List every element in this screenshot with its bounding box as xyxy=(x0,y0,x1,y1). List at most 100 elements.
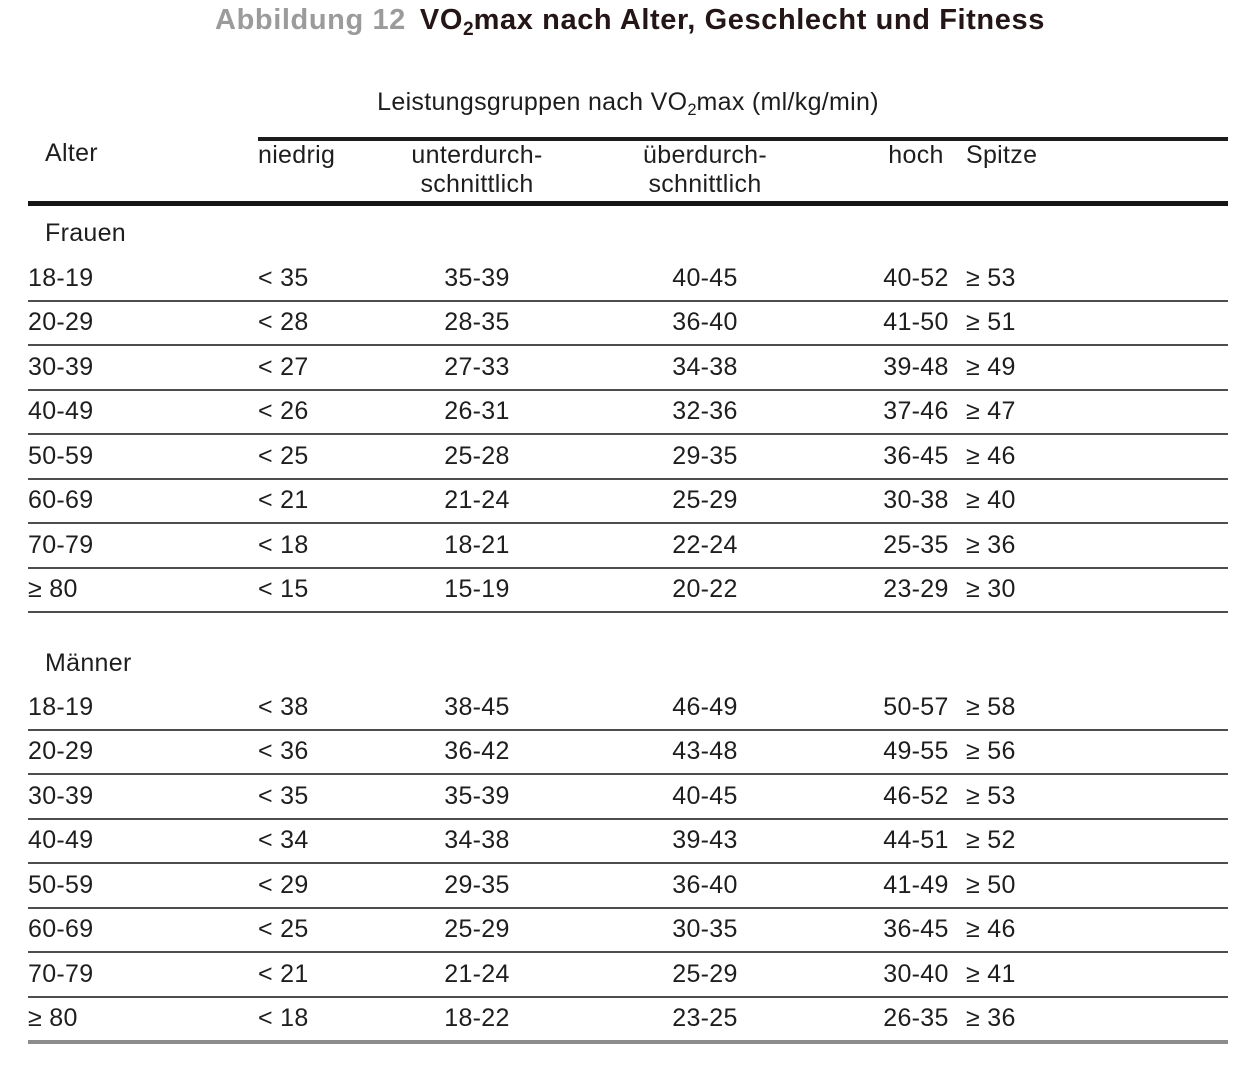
section-label-row-maenner: Männer xyxy=(28,612,1228,686)
value-cell: < 34 xyxy=(258,818,410,864)
column-header-niedrig: niedrig xyxy=(258,137,410,206)
value-cell: 36-40 xyxy=(544,863,866,909)
table-header: Alter niedrig unterdurch- schnittlich üb… xyxy=(28,137,1228,206)
column-header-unterdurchschnittlich: unterdurch- schnittlich xyxy=(410,137,544,206)
value-cell: 36-45 xyxy=(866,434,966,480)
value-cell: < 36 xyxy=(258,729,410,775)
value-cell: 40-45 xyxy=(544,257,866,302)
table-row: 50-59 < 29 29-35 36-40 41-49 ≥ 50 xyxy=(28,863,1228,909)
value-cell: ≥ 30 xyxy=(966,567,1228,613)
value-cell: < 25 xyxy=(258,907,410,953)
value-cell: < 18 xyxy=(258,996,410,1044)
value-cell: 20-22 xyxy=(544,567,866,613)
age-cell: 70-79 xyxy=(28,952,258,998)
value-cell: < 21 xyxy=(258,952,410,998)
value-cell: < 38 xyxy=(258,686,410,731)
table-row: 50-59 < 25 25-28 29-35 36-45 ≥ 46 xyxy=(28,434,1228,480)
value-cell: < 25 xyxy=(258,434,410,480)
value-cell: 50-57 xyxy=(866,686,966,731)
table-row: 30-39 < 35 35-39 40-45 46-52 ≥ 53 xyxy=(28,774,1228,820)
table-row: 60-69 < 21 21-24 25-29 30-38 ≥ 40 xyxy=(28,478,1228,524)
subtitle-vo2-subscript: 2 xyxy=(687,100,697,119)
age-cell: 60-69 xyxy=(28,907,258,953)
value-cell: 29-35 xyxy=(544,434,866,480)
value-cell: < 27 xyxy=(258,345,410,391)
age-cell: 70-79 xyxy=(28,523,258,569)
table-row: 70-79 < 18 18-21 22-24 25-35 ≥ 36 xyxy=(28,523,1228,569)
value-cell: 30-40 xyxy=(866,952,966,998)
value-cell: 36-42 xyxy=(410,729,544,775)
section-label: Männer xyxy=(45,649,132,677)
section-label: Frauen xyxy=(45,219,127,247)
value-cell: ≥ 41 xyxy=(966,952,1228,998)
value-cell: ≥ 36 xyxy=(966,523,1228,569)
table-row: ≥ 80 < 18 18-22 23-25 26-35 ≥ 36 xyxy=(28,996,1228,1044)
value-cell: 46-52 xyxy=(866,774,966,820)
value-cell: 18-22 xyxy=(410,996,544,1044)
table-row: 70-79 < 21 21-24 25-29 30-40 ≥ 41 xyxy=(28,952,1228,998)
value-cell: 25-29 xyxy=(544,952,866,998)
value-cell: 36-45 xyxy=(866,907,966,953)
table-row: 18-19 < 35 35-39 40-45 40-52 ≥ 53 xyxy=(28,257,1228,302)
table-row: 18-19 < 38 38-45 46-49 50-57 ≥ 58 xyxy=(28,686,1228,731)
value-cell: 30-35 xyxy=(544,907,866,953)
value-cell: 35-39 xyxy=(410,257,544,302)
value-cell: ≥ 58 xyxy=(966,686,1228,731)
value-cell: 35-39 xyxy=(410,774,544,820)
table-body: Frauen 18-19 < 35 35-39 40-45 40-52 ≥ 53… xyxy=(28,204,1228,1044)
age-cell: 30-39 xyxy=(28,774,258,820)
value-cell: ≥ 46 xyxy=(966,907,1228,953)
value-cell: ≥ 56 xyxy=(966,729,1228,775)
section-label-row-frauen: Frauen xyxy=(28,204,1228,258)
age-cell: 18-19 xyxy=(28,686,258,731)
value-cell: 41-50 xyxy=(866,300,966,346)
age-cell: 50-59 xyxy=(28,434,258,480)
value-cell: 34-38 xyxy=(410,818,544,864)
value-cell: < 15 xyxy=(258,567,410,613)
value-cell: 34-38 xyxy=(544,345,866,391)
value-cell: 21-24 xyxy=(410,952,544,998)
value-cell: 39-48 xyxy=(866,345,966,391)
value-cell: 29-35 xyxy=(410,863,544,909)
value-cell: 21-24 xyxy=(410,478,544,524)
table-row: 20-29 < 36 36-42 43-48 49-55 ≥ 56 xyxy=(28,729,1228,775)
value-cell: 23-25 xyxy=(544,996,866,1044)
table-row: ≥ 80 < 15 15-19 20-22 23-29 ≥ 30 xyxy=(28,567,1228,613)
value-cell: ≥ 52 xyxy=(966,818,1228,864)
value-cell: 25-29 xyxy=(410,907,544,953)
value-cell: ≥ 40 xyxy=(966,478,1228,524)
value-cell: 15-19 xyxy=(410,567,544,613)
subtitle-post: max (ml/kg/min) xyxy=(696,88,879,116)
value-cell: 49-55 xyxy=(866,729,966,775)
column-header-spitze: Spitze xyxy=(966,137,1228,206)
vo2-subscript: 2 xyxy=(463,18,474,40)
value-cell: 40-52 xyxy=(866,257,966,302)
value-cell: ≥ 53 xyxy=(966,257,1228,302)
value-cell: ≥ 51 xyxy=(966,300,1228,346)
age-cell: ≥ 80 xyxy=(28,996,258,1044)
value-cell: 39-43 xyxy=(544,818,866,864)
value-cell: 43-48 xyxy=(544,729,866,775)
figure-title: Abbildung 12 VO2max nach Alter, Geschlech… xyxy=(0,4,1260,40)
age-cell: ≥ 80 xyxy=(28,567,258,613)
value-cell: 44-51 xyxy=(866,818,966,864)
value-cell: < 29 xyxy=(258,863,410,909)
value-cell: 38-45 xyxy=(410,686,544,731)
value-cell: < 28 xyxy=(258,300,410,346)
value-cell: 25-28 xyxy=(410,434,544,480)
value-cell: 27-33 xyxy=(410,345,544,391)
header-row: Alter niedrig unterdurch- schnittlich üb… xyxy=(28,137,1228,206)
table-row: 40-49 < 34 34-38 39-43 44-51 ≥ 52 xyxy=(28,818,1228,864)
value-cell: 32-36 xyxy=(544,389,866,435)
subtitle-pre: Leistungsgruppen nach VO xyxy=(377,88,688,116)
value-cell: < 35 xyxy=(258,774,410,820)
value-cell: < 18 xyxy=(258,523,410,569)
value-cell: 37-46 xyxy=(866,389,966,435)
value-cell: 18-21 xyxy=(410,523,544,569)
value-cell: < 26 xyxy=(258,389,410,435)
age-cell: 20-29 xyxy=(28,729,258,775)
value-cell: ≥ 49 xyxy=(966,345,1228,391)
age-cell: 40-49 xyxy=(28,389,258,435)
value-cell: 22-24 xyxy=(544,523,866,569)
